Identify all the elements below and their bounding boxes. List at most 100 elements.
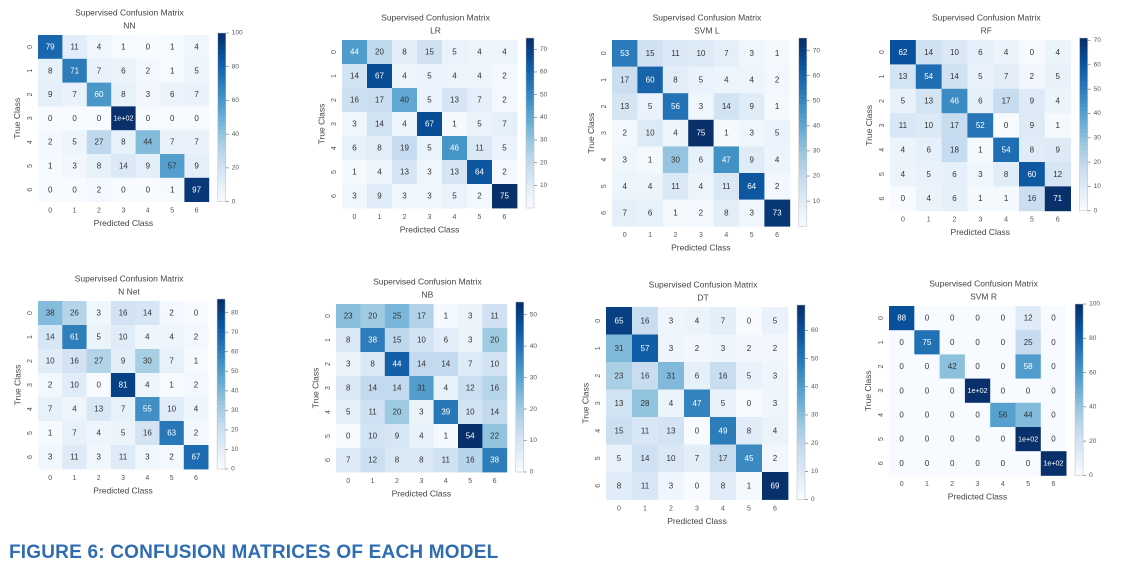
y-tick-label: 6 <box>601 211 608 215</box>
cell-value-label: 30 <box>143 357 152 366</box>
y-tick-label: 1 <box>27 69 34 73</box>
heatmap-cell <box>482 304 508 329</box>
cell-value-label: 13 <box>450 96 459 105</box>
cell-value-label: 58 <box>1024 362 1033 371</box>
heatmap-cell <box>914 402 940 428</box>
cell-value-label: 3 <box>749 129 754 138</box>
colorbar-segment <box>797 373 805 379</box>
colorbar-tick-label: 20 <box>1094 159 1102 166</box>
y-tick-label: 5 <box>325 434 332 438</box>
cell-value-label: 4 <box>477 48 482 57</box>
colorbar-segment <box>1075 334 1084 339</box>
heatmap-cell <box>342 160 368 185</box>
colorbar-segment <box>1079 193 1088 199</box>
colorbar-segment <box>798 61 807 67</box>
colorbar-segment <box>1079 55 1088 61</box>
cell-value-label: 8 <box>721 481 726 490</box>
colorbar-segment <box>1079 158 1088 164</box>
colorbar-segment <box>217 392 226 398</box>
colorbar-tick-label: 40 <box>530 343 538 350</box>
cell-value-label: 40 <box>400 96 409 105</box>
y-tick-label: 4 <box>878 413 885 417</box>
cell-value-label: 8 <box>97 162 102 171</box>
cell-value-label: 3 <box>352 120 357 129</box>
heatmap-cell <box>915 137 942 163</box>
colorbar-segment <box>798 174 807 180</box>
x-tick-label: 3 <box>121 475 125 482</box>
colorbar-tick-label: 30 <box>813 148 821 155</box>
colorbar-tick-label: 40 <box>540 114 548 121</box>
colorbar-segment <box>526 59 534 65</box>
heatmap-cell <box>38 397 63 422</box>
cell-value-label: 2 <box>775 76 780 85</box>
colorbar-segment <box>1079 111 1088 117</box>
colorbar-segment <box>1075 338 1084 344</box>
colorbar-segment <box>526 191 534 196</box>
x-tick-label: 5 <box>468 478 472 485</box>
heatmap-cell <box>458 352 483 377</box>
heatmap-cell <box>458 376 483 401</box>
colorbar-segment <box>797 329 805 335</box>
cell-value-label: 9 <box>395 432 400 441</box>
cell-value-label: 7 <box>72 429 77 438</box>
colorbar-segment <box>217 197 226 203</box>
heatmap-cell <box>86 82 112 107</box>
heatmap-cell <box>688 173 714 200</box>
colorbar-segment <box>217 125 226 131</box>
x-tick-label: 5 <box>1026 481 1030 488</box>
colorbar-segment <box>798 202 807 208</box>
colorbar-tick-label: 20 <box>811 440 819 447</box>
heatmap-cell <box>915 186 942 212</box>
cell-value-label: 11 <box>442 456 451 465</box>
heatmap-cell <box>688 199 714 227</box>
colorbar-segment <box>1079 72 1088 78</box>
colorbar-segment <box>1079 197 1088 203</box>
cell-value-label: 6 <box>952 194 957 203</box>
colorbar-segment <box>515 395 524 401</box>
cell-value-label: 5 <box>699 76 704 85</box>
x-tick-label: 3 <box>978 217 982 224</box>
cell-value-label: 31 <box>615 344 624 353</box>
cell-value-label: 1 <box>1055 121 1060 130</box>
panel-subtitle: RF <box>981 25 992 35</box>
x-axis-label: Predicted Class <box>93 485 153 495</box>
cell-value-label: 3 <box>48 453 53 462</box>
colorbar-segment <box>1075 329 1084 335</box>
cell-value-label: 14 <box>950 72 959 81</box>
colorbar-segment <box>1079 184 1088 190</box>
colorbar-segment <box>1075 346 1084 352</box>
cell-value-label: 7 <box>194 90 199 99</box>
colorbar-segment <box>1079 133 1088 138</box>
cell-value-label: 6 <box>926 145 931 154</box>
cell-value-label: 10 <box>167 405 176 414</box>
cell-value-label: 16 <box>641 316 650 325</box>
y-tick-label: 3 <box>325 386 332 390</box>
colorbar-segment <box>1075 445 1084 451</box>
heatmap-cell <box>710 472 737 500</box>
colorbar-tick-label: 0 <box>530 469 534 476</box>
heatmap-cell <box>38 421 63 446</box>
heatmap-cell <box>384 376 410 401</box>
cell-value-label: 1 <box>775 49 780 58</box>
cell-value-label: 2 <box>97 185 102 194</box>
colorbar-segment <box>217 163 226 169</box>
heatmap-cell <box>442 88 468 113</box>
heatmap-cell <box>86 106 112 131</box>
cell-value-label: 4 <box>97 43 102 52</box>
colorbar-segment <box>1079 163 1088 169</box>
heatmap-cell <box>409 376 434 401</box>
colorbar-frame <box>798 37 808 227</box>
colorbar-segment <box>1075 355 1084 361</box>
colorbar-segment <box>798 188 807 194</box>
heatmap-cell <box>135 106 161 131</box>
y-tick-label: 3 <box>879 123 886 127</box>
colorbar-tick-label: 60 <box>231 348 239 355</box>
panel-subtitle: SVM L <box>694 25 720 35</box>
colorbar-tick-label: 10 <box>811 468 819 475</box>
heatmap-cell <box>914 330 940 355</box>
heatmap-cell <box>336 352 361 377</box>
cell-value-label: 0 <box>950 314 955 323</box>
cell-value-label: 20 <box>490 336 499 345</box>
colorbar-segment <box>797 402 805 408</box>
